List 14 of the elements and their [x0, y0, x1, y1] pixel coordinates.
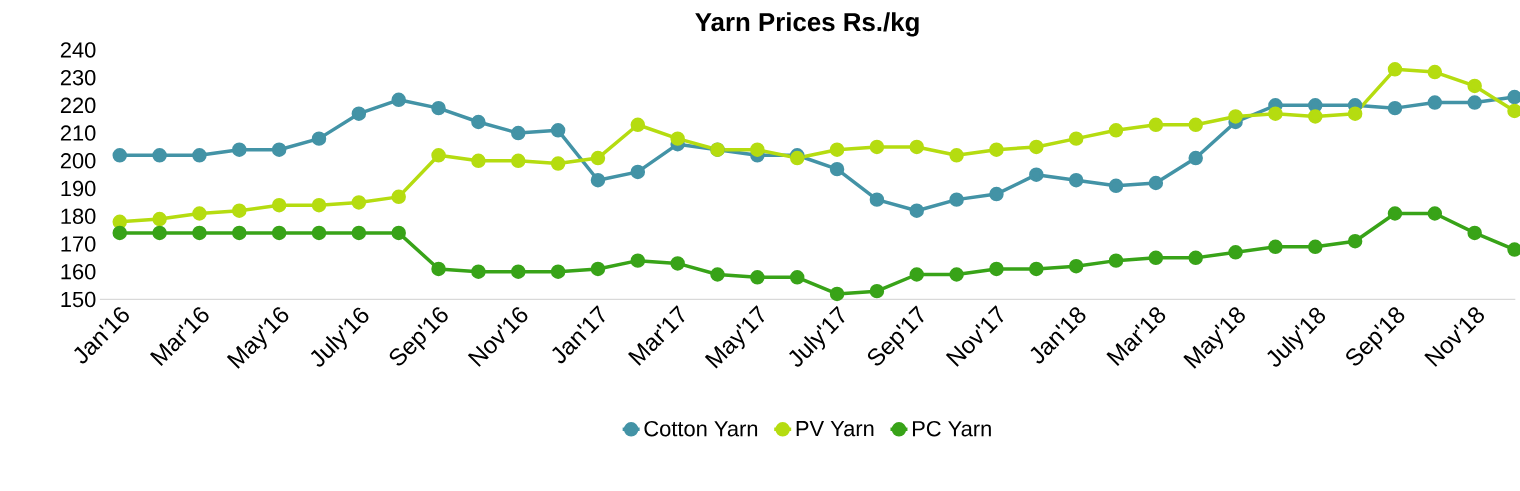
y-tick-label: 170 — [61, 236, 96, 252]
y-tick-label: 230 — [60, 69, 96, 86]
legend-label: PC Yarn — [912, 420, 991, 437]
y-tick-label: 150 — [61, 291, 96, 308]
y-tick-label: 160 — [61, 263, 96, 280]
chart-title: Yarn Prices Rs./kg — [695, 12, 919, 37]
y-tick-label: 240 — [60, 42, 96, 58]
y-tick-label: 210 — [60, 125, 96, 141]
y-tick-label: 220 — [60, 97, 96, 114]
y-tick-label: 190 — [61, 180, 96, 197]
y-tick-label: 200 — [60, 153, 96, 169]
legend-label: Cotton Yarn — [644, 420, 758, 437]
legend-label: PV Yarn — [796, 420, 874, 437]
y-tick-label: 180 — [61, 208, 96, 224]
